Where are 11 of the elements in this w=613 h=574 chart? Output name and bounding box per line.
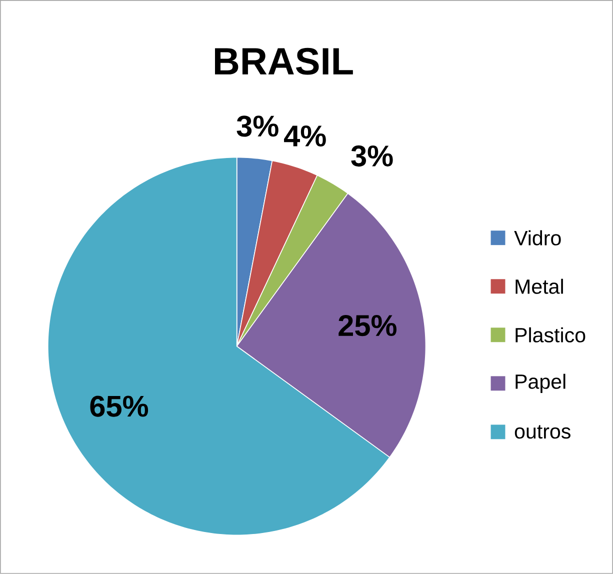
- legend-label: Metal: [516, 278, 563, 294]
- legend-label: outros: [514, 425, 570, 439]
- data-label: 3%: [236, 116, 278, 137]
- legend-label: Plastico: [516, 327, 586, 343]
- legend-label: Vidro: [514, 230, 561, 246]
- data-label: 65%: [90, 396, 148, 417]
- data-label: 25%: [338, 315, 396, 336]
- data-label: 3%: [351, 146, 393, 167]
- legend-label: Papel: [516, 374, 566, 394]
- chart-title: BRASIL: [215, 48, 353, 75]
- data-label: 4%: [284, 126, 326, 147]
